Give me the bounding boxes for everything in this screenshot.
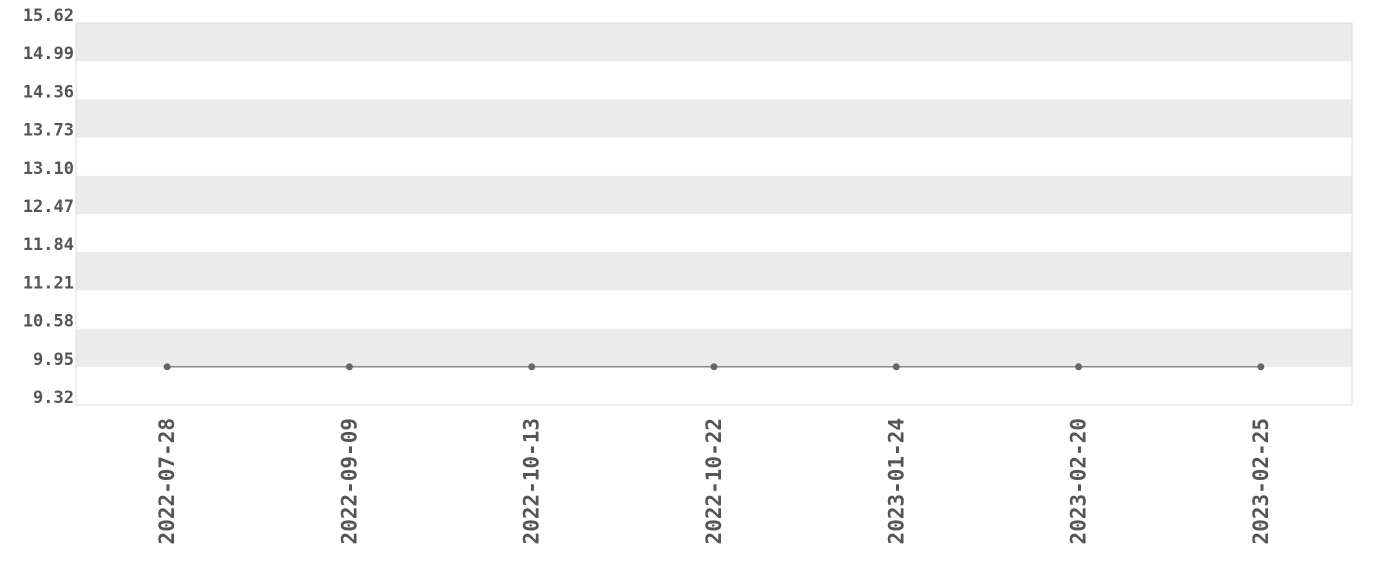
y-tick-label: 13.73 <box>23 121 74 141</box>
grid-band <box>76 175 1352 214</box>
plot-frame <box>75 22 1353 406</box>
data-point <box>345 363 353 371</box>
x-tick-label: 2023-01-24 <box>884 418 908 544</box>
y-tick-label: 9.32 <box>33 388 74 408</box>
y-tick-label: 14.99 <box>23 44 74 64</box>
data-point <box>892 363 900 371</box>
y-tick-label: 11.84 <box>23 235 74 255</box>
data-point <box>1257 363 1265 371</box>
x-tick-label: 2022-10-22 <box>702 418 726 544</box>
x-tick-label: 2022-07-28 <box>155 418 179 544</box>
y-axis-ticks: 9.32 9.95 10.58 11.21 11.84 12.47 13.10 13.73 14… <box>23 6 74 408</box>
grid-bands <box>76 23 1352 367</box>
x-tick-label: 2023-02-20 <box>1067 418 1091 544</box>
data-point <box>528 363 536 371</box>
data-point <box>710 363 718 371</box>
y-tick-label: 13.10 <box>23 159 74 179</box>
y-tick-label: 9.95 <box>33 350 74 370</box>
grid-band <box>76 99 1352 138</box>
y-tick-label: 12.47 <box>23 197 74 217</box>
y-tick-label: 15.62 <box>23 6 74 26</box>
x-axis-ticks: 2022-07-28 2022-09-09 2022-10-13 2022-10-22… <box>155 418 1273 544</box>
series <box>163 363 1265 371</box>
x-tick-label: 2023-02-25 <box>1249 418 1273 544</box>
grid-band <box>76 23 1352 62</box>
y-tick-label: 10.58 <box>23 312 74 332</box>
data-point <box>1075 363 1083 371</box>
y-tick-label: 14.36 <box>23 82 74 102</box>
x-tick-label: 2022-10-13 <box>520 418 544 544</box>
grid-band <box>76 252 1352 291</box>
data-point <box>163 363 171 371</box>
grid-band <box>76 328 1352 367</box>
y-tick-label: 11.21 <box>23 273 74 293</box>
x-tick-label: 2022-09-09 <box>337 418 361 544</box>
